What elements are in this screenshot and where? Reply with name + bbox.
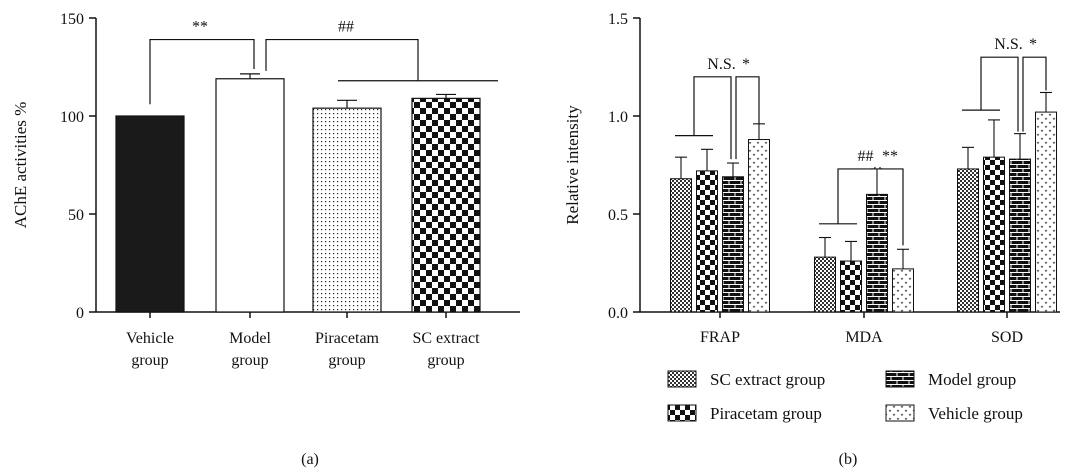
y-axis-title: Relative intensity [563,105,582,225]
legend-swatch [885,370,915,388]
legend-swatch [667,370,697,388]
y-tick-label: 50 [68,207,84,224]
y-tick-label: 1.5 [608,11,628,28]
bar [957,168,979,313]
legend-swatch [667,404,697,422]
bar [840,260,862,313]
significance-label: ** [882,148,898,165]
x-tick-label: SC extract [412,330,480,347]
significance-label: * [1029,36,1037,53]
bar [983,156,1005,313]
significance-label: N.S. [994,36,1022,53]
bar [722,176,744,313]
x-tick-label: FRAP [700,329,740,346]
x-tick-label: group [427,352,464,369]
significance-label: N.S. [707,56,735,73]
panel-a-chart: 0 50 100 150 AChE activities % Vehicle group Mo… [11,11,520,468]
panel-label: (b) [839,451,858,468]
y-tick-label: 100 [60,109,84,126]
legend-label: Model group [928,370,1016,389]
significance-bracket [265,38,419,81]
significance-bracket [837,166,876,224]
bar [312,107,382,313]
x-tick-label: Vehicle [126,330,174,347]
bar [1035,111,1057,313]
y-tick-label: 150 [60,11,84,28]
bar [696,170,718,313]
bar [814,256,836,313]
x-tick-label: group [328,352,365,369]
y-tick-label: 0 [76,305,84,322]
significance-label: * [742,56,750,73]
x-tick-label: MDA [845,329,883,346]
significance-bracket [980,56,1019,132]
significance-bracket [879,166,904,246]
bar [115,115,185,313]
legend-label: Vehicle group [928,404,1023,423]
significance-bracket [693,76,732,160]
legend-label: Piracetam group [710,404,822,423]
y-tick-label: 0.5 [608,207,628,224]
significance-label: ## [338,19,354,36]
significance-label: ## [858,148,874,165]
legend-swatch [885,404,915,422]
significance-label: ** [192,19,208,36]
significance-bracket [735,76,760,160]
x-tick-label: Piracetam [315,330,380,347]
bar [1009,158,1031,313]
bar [748,139,770,313]
bar [411,97,481,313]
y-tick-label: 0.0 [608,305,628,322]
panel-b-chart: 0.0 0.5 1.0 1.5 Relative intensity FRAP MDA SOD… [563,11,1060,468]
y-tick-label: 1.0 [608,109,628,126]
x-tick-label: Model [229,330,271,347]
legend-label: SC extract group [710,370,825,389]
x-tick-label: group [131,352,168,369]
y-axis-title: AChE activities % [11,102,30,229]
x-tick-label: SOD [991,329,1023,346]
panel-label: (a) [301,451,319,468]
bar [670,178,692,313]
bar [892,268,914,313]
bar [866,193,888,313]
significance-bracket [1022,56,1047,132]
bar [215,78,285,313]
x-tick-label: group [231,352,268,369]
significance-bracket [149,38,255,105]
